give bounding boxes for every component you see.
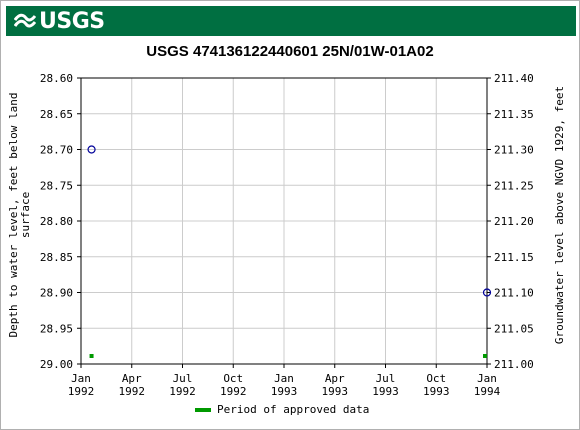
legend-label: Period of approved data (217, 403, 370, 416)
y-right-tick-label: 211.25 (494, 179, 534, 192)
y-left-tick-label: 28.90 (40, 287, 73, 300)
x-tick-month: Jan (274, 372, 294, 385)
data-point (482, 288, 492, 297)
chart-title: USGS 474136122440601 25N/01W-01A02 (146, 43, 434, 60)
y-right-tick-label: 211.05 (494, 322, 534, 335)
y-left-tick-label: 28.70 (40, 144, 73, 157)
y-right-tick-label: 211.30 (494, 144, 534, 157)
x-tick-year: 1992 (119, 385, 146, 398)
x-tick-year: 1994 (474, 385, 501, 398)
x-tick-year: 1992 (220, 385, 247, 398)
y-left-tick-label: 29.00 (40, 358, 73, 371)
y-right-tick-label: 211.10 (494, 287, 534, 300)
usgs-logo[interactable]: USGS (14, 8, 105, 34)
y-right-ticks: 211.40 211.35 211.30 211.25 211.20 211.15 211.… (487, 72, 534, 371)
y-left-tick-label: 28.85 (40, 251, 73, 264)
x-tick-year: 1993 (423, 385, 450, 398)
y-left-tick-label: 28.95 (40, 322, 73, 335)
x-tick-month: Oct (426, 372, 446, 385)
x-tick-year: 1993 (372, 385, 399, 398)
data-points (87, 145, 492, 297)
x-tick-year: 1993 (322, 385, 349, 398)
x-tick-month: Jul (173, 372, 193, 385)
x-tick-month: Apr (325, 372, 345, 385)
x-tick-month: Jul (376, 372, 396, 385)
x-tick-year: 1992 (68, 385, 95, 398)
x-tick-month: Jan (477, 372, 497, 385)
y-right-tick-label: 211.35 (494, 108, 534, 121)
x-tick-month: Jan (71, 372, 91, 385)
y-right-tick-label: 211.15 (494, 251, 534, 264)
approved-markers (89, 354, 487, 358)
usgs-wave-icon (14, 13, 36, 28)
y-left-tick-label: 28.60 (40, 72, 73, 85)
y-left-tick-label: 28.80 (40, 215, 73, 228)
y-left-tick-label: 28.75 (40, 179, 73, 192)
usgs-banner: USGS (6, 6, 576, 36)
data-point (87, 145, 96, 154)
legend-swatch (195, 407, 211, 412)
legend: Period of approved data (195, 403, 369, 416)
y-left-tick-label: 28.65 (40, 108, 73, 121)
y-right-tick-label: 211.00 (494, 358, 534, 371)
y-right-tick-label: 211.20 (494, 215, 534, 228)
usgs-logo-text: USGS (39, 8, 105, 34)
y-right-tick-label: 211.40 (494, 72, 534, 85)
approved-marker (89, 354, 94, 358)
y-right-label: Groundwater level above NGVD 1929, feet (553, 86, 566, 344)
x-tick-month: Apr (122, 372, 142, 385)
x-tick-year: 1992 (169, 385, 196, 398)
x-tick-month: Oct (223, 372, 243, 385)
y-left-ticks: 28.60 28.65 28.70 28.75 28.80 28.85 28.90 28.95… (40, 72, 81, 371)
grid-lines (81, 78, 487, 364)
x-ticks: Jan1992Apr1992Jul1992Oct1992Jan1993Apr19… (68, 364, 501, 398)
x-tick-year: 1993 (271, 385, 298, 398)
y-left-label-line1: Depth to water level, feet below land (7, 92, 20, 337)
approved-marker (483, 354, 487, 358)
y-left-label-line2: surface (19, 192, 32, 238)
